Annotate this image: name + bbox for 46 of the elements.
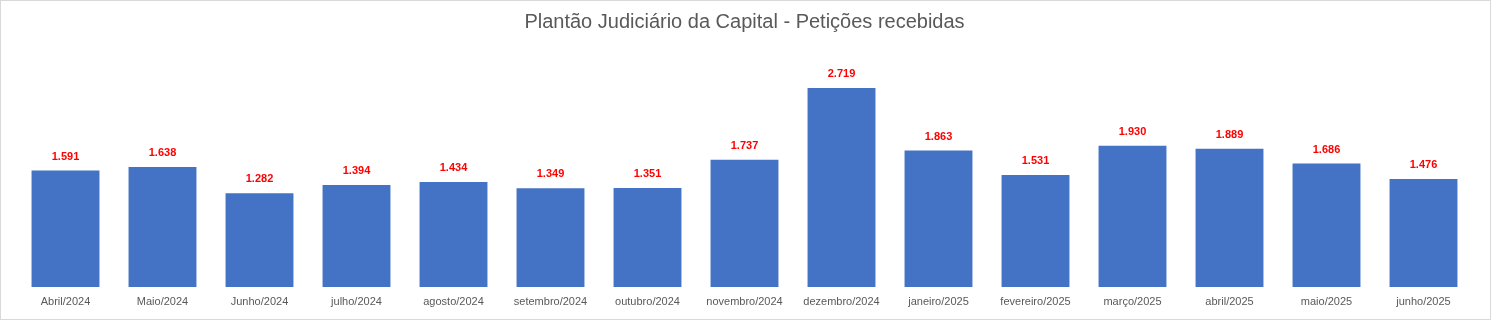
x-tick-label: Maio/2024 <box>136 294 189 307</box>
x-tick-label: maio/2025 <box>1300 294 1353 307</box>
data-label: 1.889 <box>1215 127 1244 140</box>
data-label: 1.737 <box>730 138 759 151</box>
data-label: 1.476 <box>1409 157 1438 170</box>
bar <box>128 167 197 287</box>
bar <box>1195 148 1264 287</box>
data-label: 1.351 <box>633 167 662 180</box>
bar <box>419 182 488 287</box>
data-label: 1.349 <box>536 167 565 180</box>
x-tick-label: fevereiro/2025 <box>1000 294 1071 307</box>
bar <box>613 188 682 287</box>
bar <box>1292 163 1361 287</box>
x-tick-label: junho/2025 <box>1395 294 1451 307</box>
x-tick-label: agosto/2024 <box>423 294 484 307</box>
x-tick-label: dezembro/2024 <box>803 294 880 307</box>
bar <box>322 184 391 287</box>
data-label: 1.531 <box>1021 153 1050 166</box>
x-tick-label: setembro/2024 <box>513 294 588 307</box>
data-label: 1.434 <box>439 161 469 174</box>
x-tick-label: novembro/2024 <box>706 294 783 307</box>
x-tick-label: Abril/2024 <box>40 294 91 307</box>
data-label: 1.638 <box>148 146 177 159</box>
data-label: 1.930 <box>1118 124 1147 137</box>
bar <box>516 188 585 287</box>
bar <box>904 150 973 287</box>
chart-title: Plantão Judiciário da Capital - Petições recebidas <box>524 9 965 32</box>
data-label: 2.719 <box>827 66 856 79</box>
x-tick-label: outubro/2024 <box>615 294 680 307</box>
bar <box>807 87 876 287</box>
bar <box>1389 178 1458 287</box>
data-label: 1.863 <box>924 129 953 142</box>
x-tick-label: janeiro/2025 <box>907 294 969 307</box>
data-label: 1.591 <box>51 149 80 162</box>
bar <box>710 159 779 287</box>
bar <box>1001 174 1070 287</box>
x-tick-label: julho/2024 <box>330 294 382 307</box>
data-label: 1.282 <box>245 172 274 185</box>
bar <box>31 170 100 287</box>
bar <box>1098 145 1167 287</box>
data-label: 1.394 <box>342 163 372 176</box>
x-tick-label: março/2025 <box>1103 294 1162 307</box>
x-tick-label: abril/2025 <box>1205 294 1254 307</box>
x-tick-label: Junho/2024 <box>230 294 289 307</box>
bar <box>225 193 294 287</box>
data-label: 1.686 <box>1312 142 1341 155</box>
